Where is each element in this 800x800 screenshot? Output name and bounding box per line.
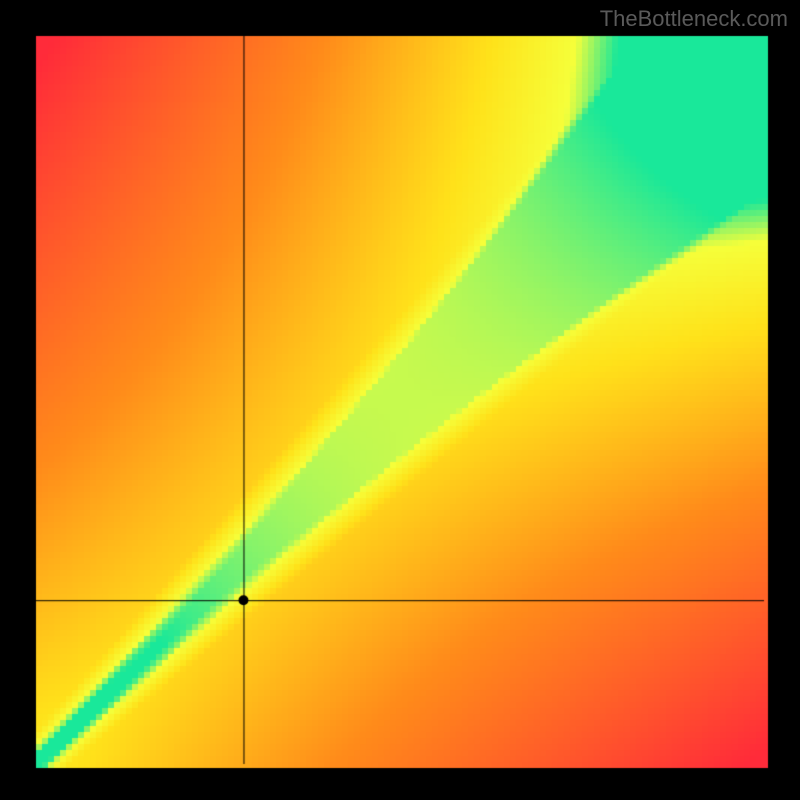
watermark-text: TheBottleneck.com [600, 6, 788, 32]
chart-container: TheBottleneck.com [0, 0, 800, 800]
bottleneck-heatmap-canvas [0, 0, 800, 800]
